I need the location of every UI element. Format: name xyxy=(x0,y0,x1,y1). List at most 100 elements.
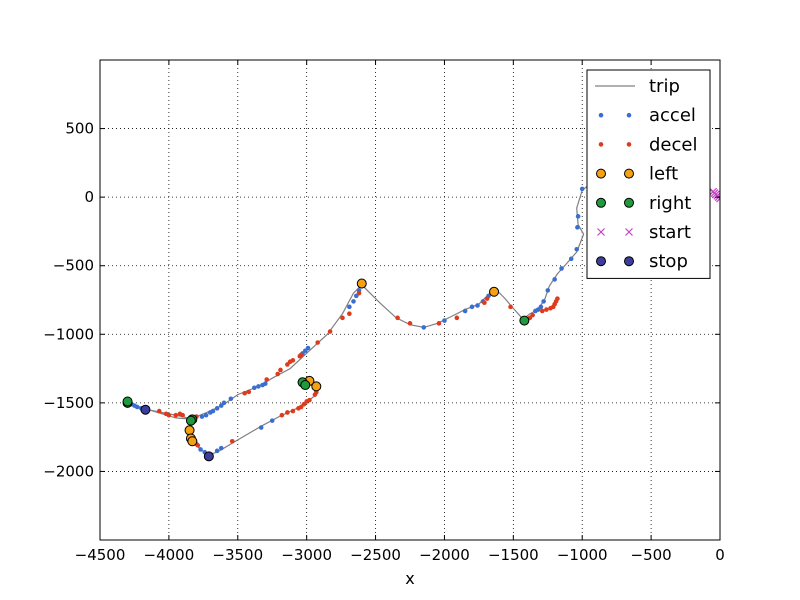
decel-point xyxy=(508,304,513,310)
series-decel xyxy=(156,290,560,448)
decel-point xyxy=(195,443,201,448)
legend-swatch xyxy=(598,142,604,147)
decel-point xyxy=(242,390,247,396)
accel-point xyxy=(228,396,234,402)
decel-point xyxy=(307,397,312,403)
x-tick-label: −3000 xyxy=(281,546,332,564)
accel-point xyxy=(199,414,205,419)
accel-point xyxy=(258,425,264,430)
accel-point xyxy=(347,304,352,310)
legend-swatch xyxy=(626,112,632,118)
x-tick-label: −4500 xyxy=(75,546,126,564)
accel-point xyxy=(218,403,224,408)
accel-point xyxy=(256,384,261,389)
legend-item-left: left xyxy=(596,164,678,185)
decel-point xyxy=(285,410,290,415)
legend-box xyxy=(586,69,711,279)
legend-swatch xyxy=(624,168,634,179)
legend-label: decel xyxy=(649,134,697,155)
accel-point xyxy=(203,412,209,418)
accel-point xyxy=(198,447,203,452)
legend-swatch xyxy=(598,112,604,118)
decel-point xyxy=(436,321,442,326)
accel-point xyxy=(260,382,265,388)
decel-point xyxy=(454,315,460,321)
legend-swatch xyxy=(596,197,606,208)
left-point xyxy=(489,286,500,297)
accel-point xyxy=(533,308,538,314)
accel-point xyxy=(579,186,585,192)
accel-point xyxy=(552,277,557,282)
legend-item-right: right xyxy=(596,193,691,214)
legend-swatch xyxy=(625,228,633,236)
legend-label: start xyxy=(649,222,691,243)
y-tick-label: −500 xyxy=(53,257,94,275)
legend-item-start: start xyxy=(597,222,691,243)
decel-point xyxy=(264,377,270,382)
legend-label: accel xyxy=(649,105,696,126)
left-point xyxy=(184,425,195,436)
x-tick-label: −2500 xyxy=(350,546,401,564)
start-point xyxy=(710,189,719,197)
legend-label: left xyxy=(649,164,678,185)
legend-swatch xyxy=(626,142,632,147)
accel-point xyxy=(469,304,475,310)
left-point xyxy=(187,436,198,447)
x-tick-label: −2000 xyxy=(419,546,470,564)
plot-series xyxy=(122,164,720,462)
x-tick-label: −3500 xyxy=(212,546,263,564)
legend-item-trip: trip xyxy=(595,76,680,97)
stop-point xyxy=(203,451,214,462)
accel-point xyxy=(214,406,220,411)
legend: trip accel decel left right start stop xyxy=(586,69,711,279)
decel-point xyxy=(327,329,333,334)
decel-point xyxy=(279,412,285,418)
decel-point xyxy=(297,353,303,359)
accel-point xyxy=(559,266,564,271)
decel-point xyxy=(544,307,549,312)
decel-point xyxy=(278,367,283,373)
axis-ticks: −4500 −4000 −3500 −3000 −2500 −2000 −1500 −1000… xyxy=(43,60,725,564)
legend-label: trip xyxy=(649,76,680,97)
accel-point xyxy=(207,410,213,415)
decel-point xyxy=(285,362,290,367)
decel-point xyxy=(484,296,490,301)
accel-point xyxy=(252,385,257,391)
decel-point xyxy=(156,408,162,414)
decel-point xyxy=(347,311,352,317)
decel-point xyxy=(539,308,545,314)
accel-point xyxy=(351,299,356,304)
right-point xyxy=(122,396,133,407)
decel-point xyxy=(315,340,320,345)
right-point xyxy=(300,380,311,391)
right-point xyxy=(519,315,530,326)
accel-point xyxy=(575,225,580,230)
series-right xyxy=(122,315,530,426)
left-point xyxy=(311,381,322,392)
decel-point xyxy=(340,315,345,321)
series-stop xyxy=(140,404,214,462)
x-tick-label: 0 xyxy=(715,546,725,564)
legend-swatch xyxy=(624,256,634,267)
series-left xyxy=(184,278,500,447)
decel-point xyxy=(356,290,362,296)
accel-point xyxy=(575,214,581,219)
x-tick-label: −1000 xyxy=(557,546,608,564)
plot-frame xyxy=(99,59,721,541)
y-tick-label: 0 xyxy=(84,188,94,206)
accel-point xyxy=(462,308,468,314)
decel-point xyxy=(163,411,169,417)
accel-point xyxy=(545,288,551,293)
left-point xyxy=(356,278,367,289)
accel-point xyxy=(475,303,480,308)
decel-point xyxy=(246,389,252,395)
x-tick-label: −500 xyxy=(631,546,672,564)
legend-swatch xyxy=(624,197,634,208)
right-point xyxy=(185,415,196,426)
legend-label: right xyxy=(649,193,691,214)
legend-swatch xyxy=(596,256,606,267)
decel-point xyxy=(229,438,235,444)
accel-point xyxy=(269,418,275,423)
y-tick-label: −1500 xyxy=(43,394,94,412)
decel-point xyxy=(290,408,296,414)
